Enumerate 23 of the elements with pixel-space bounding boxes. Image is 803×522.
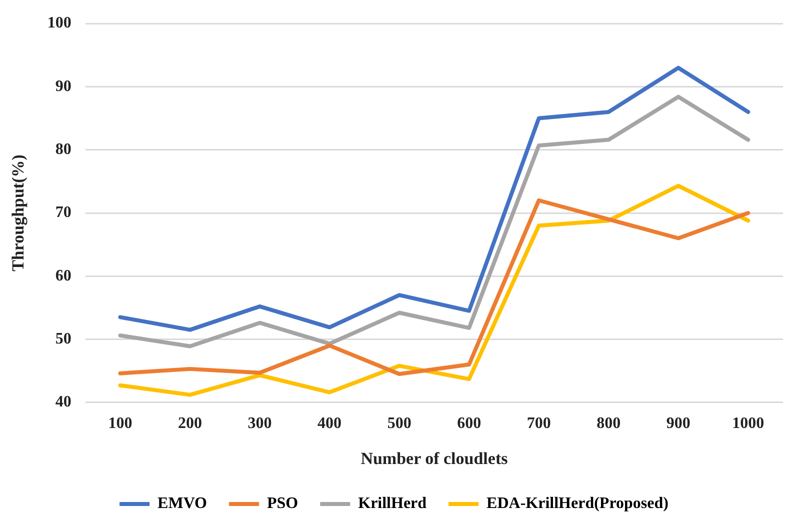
legend-label: EMVO — [158, 495, 207, 512]
x-tick-label: 100 — [108, 415, 132, 432]
y-tick-label: 60 — [55, 267, 72, 284]
x-tick-label: 700 — [526, 415, 551, 432]
legend-label: KrillHerd — [358, 495, 427, 512]
x-tick-label: 800 — [596, 415, 621, 432]
x-tick-label: 900 — [666, 415, 690, 432]
x-axis-title: Number of cloudlets — [360, 449, 508, 468]
y-tick-label: 50 — [55, 330, 72, 348]
x-tick-label: 600 — [457, 415, 482, 432]
x-tick-label: 400 — [318, 415, 342, 432]
y-tick-label: 100 — [47, 14, 72, 32]
legend-label: EDA-KrillHerd(Proposed) — [486, 495, 668, 512]
x-tick-label: 500 — [387, 415, 412, 432]
y-tick-label: 70 — [55, 204, 72, 222]
x-tick-label: 200 — [178, 415, 202, 432]
legend-label: PSO — [267, 495, 298, 512]
y-axis-title: Throughput(%) — [8, 154, 28, 272]
x-tick-label: 1000 — [732, 415, 764, 432]
y-tick-label: 80 — [55, 141, 72, 158]
x-tick-label: 300 — [248, 415, 272, 432]
y-tick-label: 40 — [55, 394, 72, 411]
y-tick-label: 90 — [55, 78, 72, 95]
